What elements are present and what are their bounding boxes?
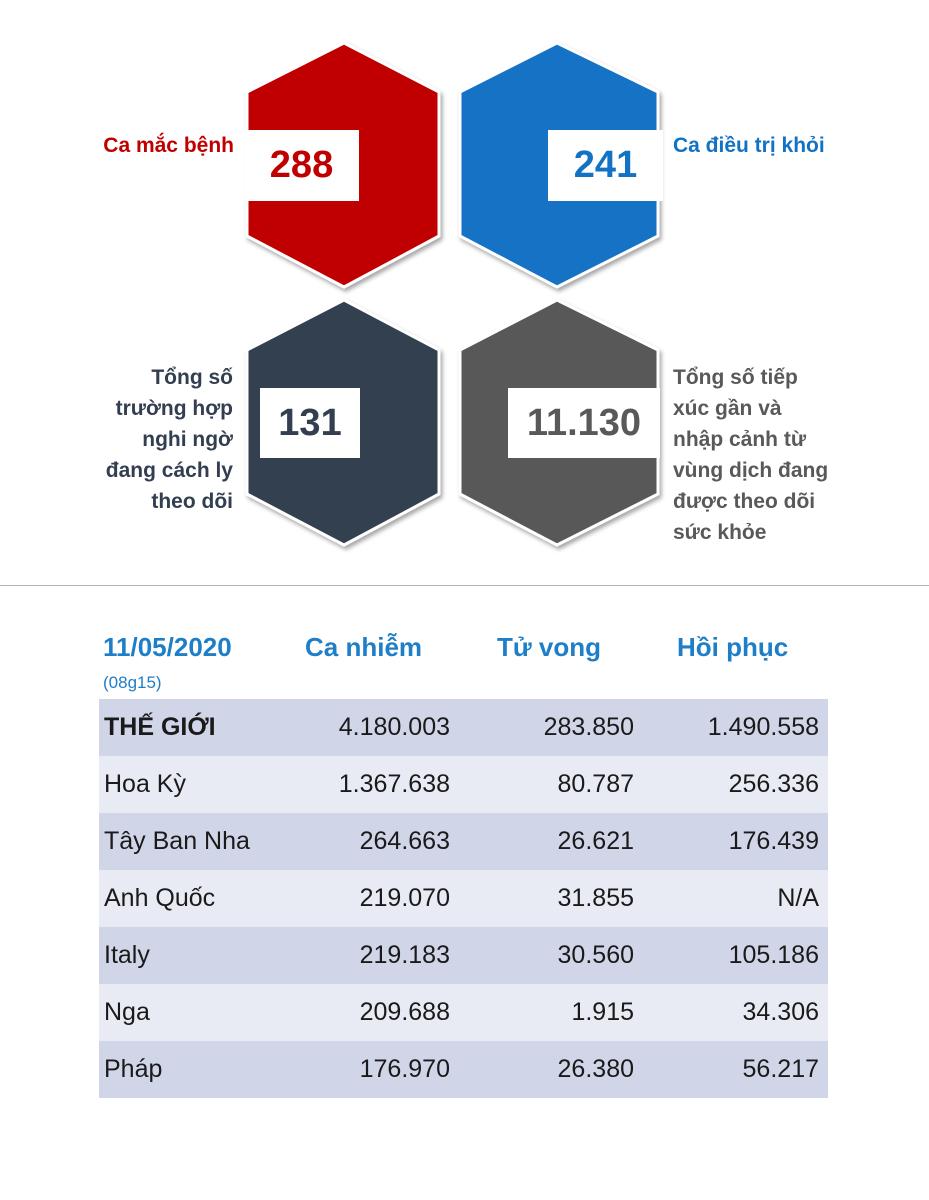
table-row: Anh Quốc 219.070 31.855 N/A	[99, 870, 828, 927]
recovered-value: 56.217	[742, 1055, 819, 1083]
monitored-label: Tổng số tiếp xúc gần và nhập cảnh từ vùn…	[673, 362, 828, 548]
cases-label-line: Ca mắc bệnh	[103, 134, 234, 157]
country-table: THẾ GIỚI 4.180.003 283.850 1.490.558 Hoa…	[99, 699, 828, 1098]
infected-value: 176.970	[359, 1055, 450, 1083]
monitored-label-line: được theo dõi	[673, 490, 816, 513]
header-infected: Ca nhiễm	[305, 632, 423, 662]
header-deaths: Tử vong	[497, 632, 602, 662]
infected-value: 219.070	[359, 884, 450, 912]
country-name: Pháp	[104, 1055, 163, 1083]
quarantine-label-line: trường hợp	[115, 397, 233, 420]
table-time: (08g15)	[103, 673, 162, 692]
monitored-label-line: nhập cảnh từ	[673, 428, 807, 451]
country-name: Tây Ban Nha	[104, 827, 250, 855]
deaths-value: 26.380	[557, 1055, 634, 1083]
deaths-value: 283.850	[543, 713, 634, 741]
section-divider	[0, 585, 929, 586]
recovered-value: 34.306	[742, 998, 819, 1026]
recovered-value: 256.336	[728, 770, 819, 798]
monitored-label-line: sức khỏe	[673, 521, 767, 544]
table-row-world: THẾ GIỚI 4.180.003 283.850 1.490.558	[99, 699, 828, 756]
deaths-value: 30.560	[557, 941, 634, 969]
infected-value: 219.183	[359, 941, 450, 969]
quarantine-label: Tổng số trường hợp nghi ngờ đang cách ly…	[106, 362, 233, 517]
table-row: Hoa Kỳ 1.367.638 80.787 256.336	[99, 756, 828, 813]
country-name: Anh Quốc	[104, 884, 216, 912]
quarantine-label-line: theo dõi	[151, 490, 233, 513]
deaths-value: 26.621	[557, 827, 634, 855]
country-name: Nga	[104, 998, 150, 1026]
quarantine-value: 131	[260, 388, 360, 458]
infected-value: 209.688	[359, 998, 450, 1026]
monitored-value: 11.130	[508, 388, 660, 458]
recovered-value: 176.439	[728, 827, 819, 855]
table-row: Italy 219.183 30.560 105.186	[99, 927, 828, 984]
table-date: 11/05/2020	[103, 632, 232, 662]
monitored-label-line: Tổng số tiếp	[673, 366, 798, 389]
recovered-label: Ca điều trị khỏi	[673, 130, 825, 161]
monitored-label-line: xúc gần và	[673, 397, 782, 420]
recovered-value: N/A	[777, 884, 819, 912]
cases-value: 288	[244, 130, 359, 201]
country-name: Italy	[104, 941, 150, 969]
cases-label: Ca mắc bệnh	[103, 130, 234, 161]
recovered-value: 105.186	[728, 941, 819, 969]
recovered-label-line: Ca điều trị khỏi	[673, 134, 825, 157]
infected-value: 4.180.003	[338, 713, 450, 741]
quarantine-label-line: đang cách ly	[105, 459, 233, 482]
quarantine-label-line: Tổng số	[151, 366, 233, 389]
deaths-value: 1.915	[571, 998, 634, 1026]
recovered-value-text: 241	[573, 144, 638, 186]
recovered-value: 241	[548, 130, 663, 201]
deaths-value: 80.787	[557, 770, 634, 798]
table-row: Nga 209.688 1.915 34.306	[99, 984, 828, 1041]
monitored-label-line: vùng dịch đang	[673, 459, 829, 482]
header-recovered: Hồi phục	[677, 632, 789, 662]
infected-value: 1.367.638	[338, 770, 450, 798]
table-row: Pháp 176.970 26.380 56.217	[99, 1041, 828, 1098]
deaths-value: 31.855	[557, 884, 634, 912]
monitored-value-text: 11.130	[526, 401, 642, 444]
cases-value-text: 288	[269, 144, 334, 186]
country-name: THẾ GIỚI	[104, 713, 216, 741]
quarantine-value-text: 131	[278, 401, 342, 444]
recovered-value: 1.490.558	[707, 713, 819, 741]
table-row: Tây Ban Nha 264.663 26.621 176.439	[99, 813, 828, 870]
country-name: Hoa Kỳ	[104, 770, 186, 798]
infected-value: 264.663	[359, 827, 450, 855]
quarantine-label-line: nghi ngờ	[142, 428, 233, 451]
